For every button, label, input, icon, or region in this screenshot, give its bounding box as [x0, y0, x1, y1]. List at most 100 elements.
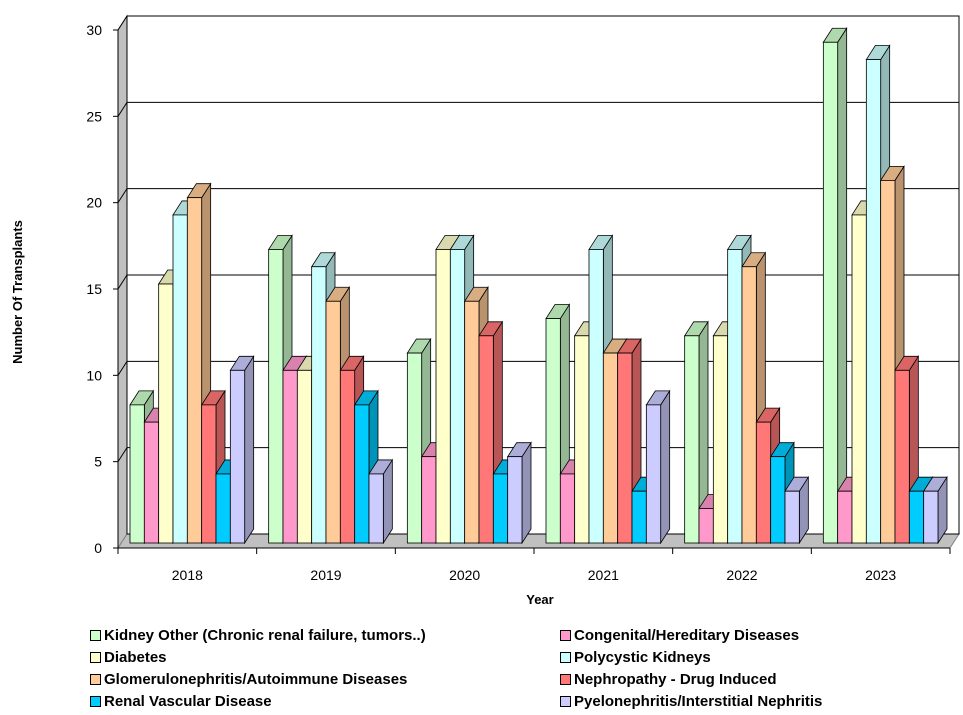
bar-front [588, 249, 604, 544]
bar-front [770, 456, 786, 544]
bar [368, 458, 394, 545]
legend: Kidney Other (Chronic renal failure, tum… [90, 626, 930, 711]
x-tick-label: 2018 [172, 567, 203, 583]
bar-front [698, 508, 714, 544]
bar-front [784, 490, 800, 544]
y-tick-label: 5 [94, 454, 102, 470]
legend-item: Pyelonephritis/Interstitial Nephritis [560, 692, 930, 711]
bar [229, 354, 255, 545]
bar-front [851, 214, 867, 544]
bar-side [837, 26, 848, 545]
bar-front [574, 335, 590, 544]
bar-front [492, 473, 509, 544]
legend-item: Kidney Other (Chronic renal failure, tum… [90, 626, 560, 645]
gridline-side [117, 447, 128, 462]
gridline-side [117, 15, 128, 31]
bar [822, 26, 848, 545]
bar-front [559, 473, 576, 544]
legend-label: Glomerulonephritis/Autoimmune Diseases [104, 671, 408, 688]
y-tick-label: 20 [86, 195, 102, 211]
bar-front [880, 179, 896, 544]
gridline-side [117, 274, 128, 290]
bar-front [339, 369, 356, 544]
bar-front [172, 214, 188, 544]
bar-front [837, 490, 853, 544]
bar-front [229, 369, 246, 544]
legend-label: Renal Vascular Disease [104, 693, 272, 710]
bar-front [201, 404, 217, 544]
bar-front [158, 283, 174, 544]
bar-front [296, 369, 313, 544]
gridlines [117, 15, 959, 462]
x-tick-label: 2019 [310, 567, 341, 583]
legend-swatch [560, 674, 571, 685]
legend-label: Polycystic Kidneys [574, 649, 711, 666]
bar-front [406, 352, 423, 544]
bar-front [268, 249, 284, 544]
bar-side [244, 354, 255, 545]
bar-front [755, 421, 772, 544]
bar-front [421, 456, 437, 544]
bar-front [129, 404, 145, 544]
x-tick-label: 2020 [449, 567, 480, 583]
y-tick-labels: 0 5 10 15 20 25 30 [86, 22, 118, 556]
bar-chart: 0 5 10 15 20 25 30 2018 2019 2020 2021 2022 2023 Ye… [10, 14, 960, 607]
bar-front [822, 41, 839, 544]
x-tick-label: 2023 [865, 567, 896, 583]
bar [784, 475, 810, 545]
bar-front [617, 352, 633, 544]
bar-front [311, 266, 327, 544]
bar-front [143, 421, 160, 544]
legend-swatch [90, 674, 101, 685]
legend-item: Nephropathy - Drug Induced [560, 670, 930, 689]
bar-front [923, 490, 939, 544]
bar-front [215, 473, 231, 544]
legend-swatch [560, 652, 571, 663]
bar-front [631, 490, 647, 544]
bar-front [507, 456, 523, 544]
bar-front [602, 352, 619, 544]
bar-front [545, 318, 561, 544]
legend-label: Pyelonephritis/Interstitial Nephritis [574, 693, 823, 710]
legend-swatch [90, 696, 101, 707]
legend-swatch [90, 652, 101, 663]
x-tick-labels: 2018 2019 2020 2021 2022 2023 [117, 548, 951, 583]
bar-front [435, 249, 451, 544]
bar [645, 389, 671, 545]
bar [922, 475, 948, 545]
bar [506, 441, 532, 545]
y-tick-label: 30 [86, 22, 102, 38]
bar-front [727, 249, 743, 544]
bar-front [368, 473, 384, 544]
legend-label: Nephropathy - Drug Induced [574, 671, 777, 688]
bar-front [741, 266, 757, 544]
bar-front [908, 490, 925, 544]
legend-item: Polycystic Kidneys [560, 648, 930, 667]
x-tick-label: 2022 [726, 567, 757, 583]
y-axis-title: Number Of Transplants [10, 220, 25, 364]
bar-front [478, 335, 494, 544]
gridline-side [117, 188, 128, 203]
legend-item: Congenital/Hereditary Diseases [560, 626, 930, 645]
bar-front [684, 335, 700, 544]
y-tick-label: 0 [94, 540, 102, 556]
bar-front [186, 197, 203, 544]
bar-front [865, 59, 882, 544]
bar-side [521, 441, 532, 545]
legend-item: Diabetes [90, 648, 560, 667]
legend-label: Kidney Other (Chronic renal failure, tum… [104, 627, 426, 644]
legend-label: Diabetes [104, 649, 167, 666]
x-axis-title: Year [526, 592, 553, 607]
bar-front [894, 369, 910, 544]
y-tick-label: 15 [86, 281, 102, 297]
gridline-side [117, 361, 128, 376]
bars [129, 26, 948, 545]
bar-front [464, 300, 480, 544]
bar-front [449, 249, 466, 544]
gridline-side [117, 102, 128, 117]
bar-front [282, 369, 298, 544]
legend-swatch [560, 630, 571, 641]
bar-front [712, 335, 729, 544]
bar-front [354, 404, 370, 544]
legend-swatch [90, 630, 101, 641]
